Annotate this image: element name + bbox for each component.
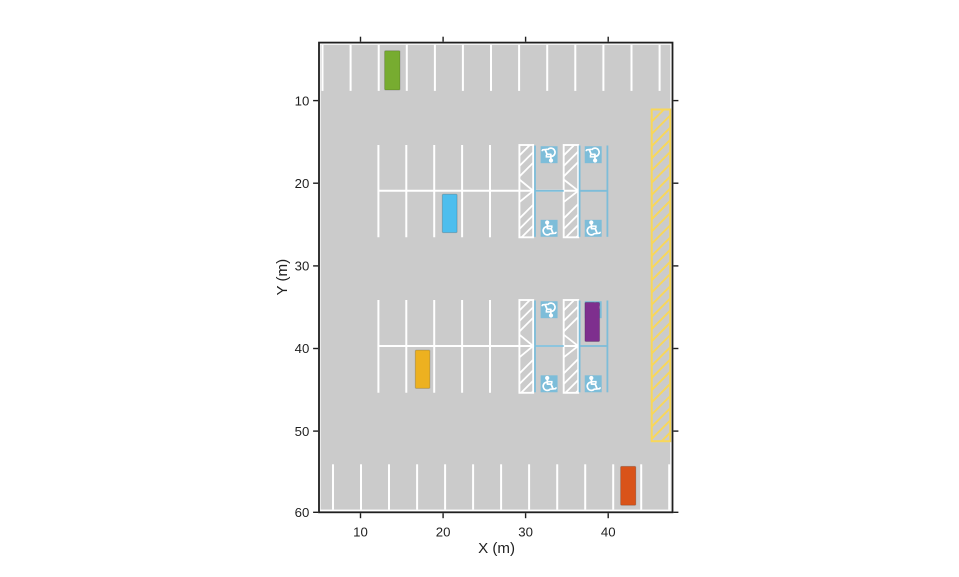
svg-text:40: 40	[601, 524, 616, 539]
svg-text:30: 30	[518, 524, 533, 539]
svg-text:Y (m): Y (m)	[274, 259, 291, 296]
svg-text:10: 10	[295, 93, 310, 108]
svg-text:10: 10	[353, 524, 368, 539]
svg-text:40: 40	[295, 341, 310, 356]
svg-text:50: 50	[295, 424, 310, 439]
svg-text:60: 60	[295, 505, 310, 520]
svg-text:20: 20	[295, 176, 310, 191]
svg-text:20: 20	[436, 524, 451, 539]
svg-text:30: 30	[295, 259, 310, 274]
svg-text:X (m): X (m)	[478, 540, 515, 557]
